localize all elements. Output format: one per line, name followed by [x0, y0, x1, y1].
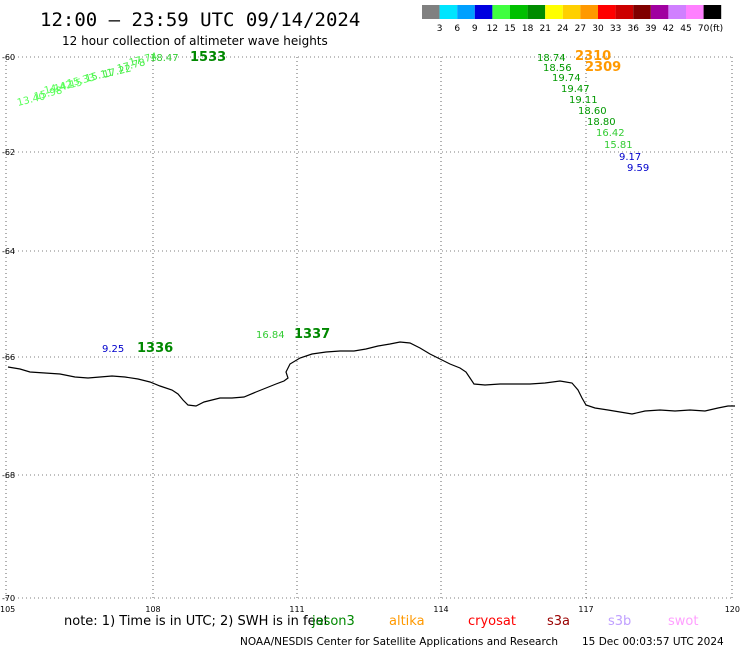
satellite-label-s3a: s3a: [547, 614, 570, 629]
latitude-label: -60: [2, 53, 15, 62]
latitude-label: -64: [2, 247, 15, 256]
legend-swatch: [474, 5, 493, 19]
pass-time-label: 2309: [585, 60, 621, 75]
observation-value: 19.11: [569, 95, 598, 106]
longitude-label: 120: [725, 605, 740, 614]
legend-tick-label: 33: [610, 24, 621, 34]
legend-tick-label: 45: [680, 24, 691, 34]
map-grid: -60 -62 -64 -66 -68 -70 105 108 111 114 117 120: [0, 53, 740, 614]
satellite-label-jason3: jason3: [311, 614, 355, 629]
observation-value: 18.47: [150, 53, 179, 64]
footer-note: note: 1) Time is in UTC; 2) SWH is in fe…: [64, 614, 329, 629]
observation-value: 18.74: [537, 53, 566, 64]
observation-value: 9.59: [627, 163, 649, 174]
map-subtitle: 12 hour collection of altimeter wave hei…: [62, 34, 328, 48]
legend-tick-label: 30: [592, 24, 604, 34]
observation-value: 16.84: [256, 330, 285, 341]
legend-swatch: [598, 5, 616, 19]
legend-swatch: [633, 5, 651, 19]
legend-tick-label: 3: [437, 24, 443, 34]
legend-swatch: [686, 5, 704, 19]
satellite-label-altika: altika: [389, 614, 425, 629]
legend-tick-label: 27: [575, 24, 586, 34]
legend-swatch: [527, 5, 546, 19]
longitude-label: 111: [289, 605, 304, 614]
legend-swatch: [545, 5, 563, 19]
pass-time-label: 2310: [575, 49, 611, 64]
color-legend: 3 6 9 12 15 18 21 24 27 30 33 36 39 42 45 70 (ft): [422, 5, 723, 34]
antarctic-coastline: [7, 341, 735, 415]
legend-swatch: [703, 5, 722, 19]
legend-tick-label: 42: [663, 24, 674, 34]
legend-swatch: [510, 5, 528, 19]
legend-tick-label: 21: [539, 24, 550, 34]
legend-swatch: [615, 5, 634, 19]
pass-time-label: 1533: [190, 50, 226, 65]
observation-value: 18.60: [578, 106, 607, 117]
longitude-label: 108: [145, 605, 160, 614]
legend-tick-label: 6: [454, 24, 460, 34]
latitude-label: -62: [2, 148, 15, 157]
legend-swatch: [492, 5, 510, 19]
observation-value: 16.42: [596, 128, 625, 139]
legend-tick-label: 15: [504, 24, 515, 34]
longitude-label: 105: [0, 605, 15, 614]
latitude-label: -68: [2, 471, 15, 480]
legend-swatch: [650, 5, 669, 19]
legend-tick-label: 18: [522, 24, 534, 34]
observation-value: 18.56: [543, 63, 572, 74]
pass-time-label: 1337: [294, 327, 330, 342]
satellite-label-s3b: s3b: [608, 614, 631, 629]
legend-swatch: [439, 5, 458, 19]
satellite-label-swot: swot: [668, 614, 698, 629]
footer-timestamp: 15 Dec 00:03:57 UTC 2024: [582, 636, 724, 648]
legend-tick-label: 70: [698, 24, 710, 34]
legend-tick-label: 39: [645, 24, 657, 34]
legend-swatch: [562, 5, 581, 19]
legend-unit: (ft): [710, 24, 724, 34]
legend-tick-label: 24: [557, 24, 569, 34]
legend-tick-label: 9: [472, 24, 478, 34]
observation-value: 13.40: [16, 91, 46, 109]
legend-tick-label: 12: [487, 24, 498, 34]
legend-swatch: [422, 5, 440, 19]
observation-value: 18.80: [587, 117, 616, 128]
satellite-label-cryosat: cryosat: [468, 614, 516, 629]
observation-value: 9.17: [619, 152, 641, 163]
observation-labels: 18.4717.7417.7817.2215.1115.3314.1515.98…: [16, 51, 649, 355]
longitude-label: 114: [433, 605, 448, 614]
map-title: 12:00 – 23:59 UTC 09/14/2024: [40, 9, 360, 31]
footer-credit: NOAA/NESDIS Center for Satellite Applica…: [240, 636, 558, 648]
pass-time-label: 1336: [137, 341, 173, 356]
satellite-legend: jason3 altika cryosat s3a s3b swot: [311, 614, 698, 629]
latitude-label: -70: [2, 594, 15, 603]
legend-swatch: [457, 5, 475, 19]
legend-tick-label: 36: [627, 24, 639, 34]
latitude-label: -66: [2, 353, 15, 362]
observation-value: 15.81: [604, 140, 633, 151]
observation-value: 19.47: [561, 84, 590, 95]
observation-value: 19.74: [552, 73, 581, 84]
longitude-label: 117: [578, 605, 593, 614]
observation-value: 9.25: [102, 344, 124, 355]
legend-swatch: [668, 5, 686, 19]
legend-swatch: [580, 5, 598, 19]
